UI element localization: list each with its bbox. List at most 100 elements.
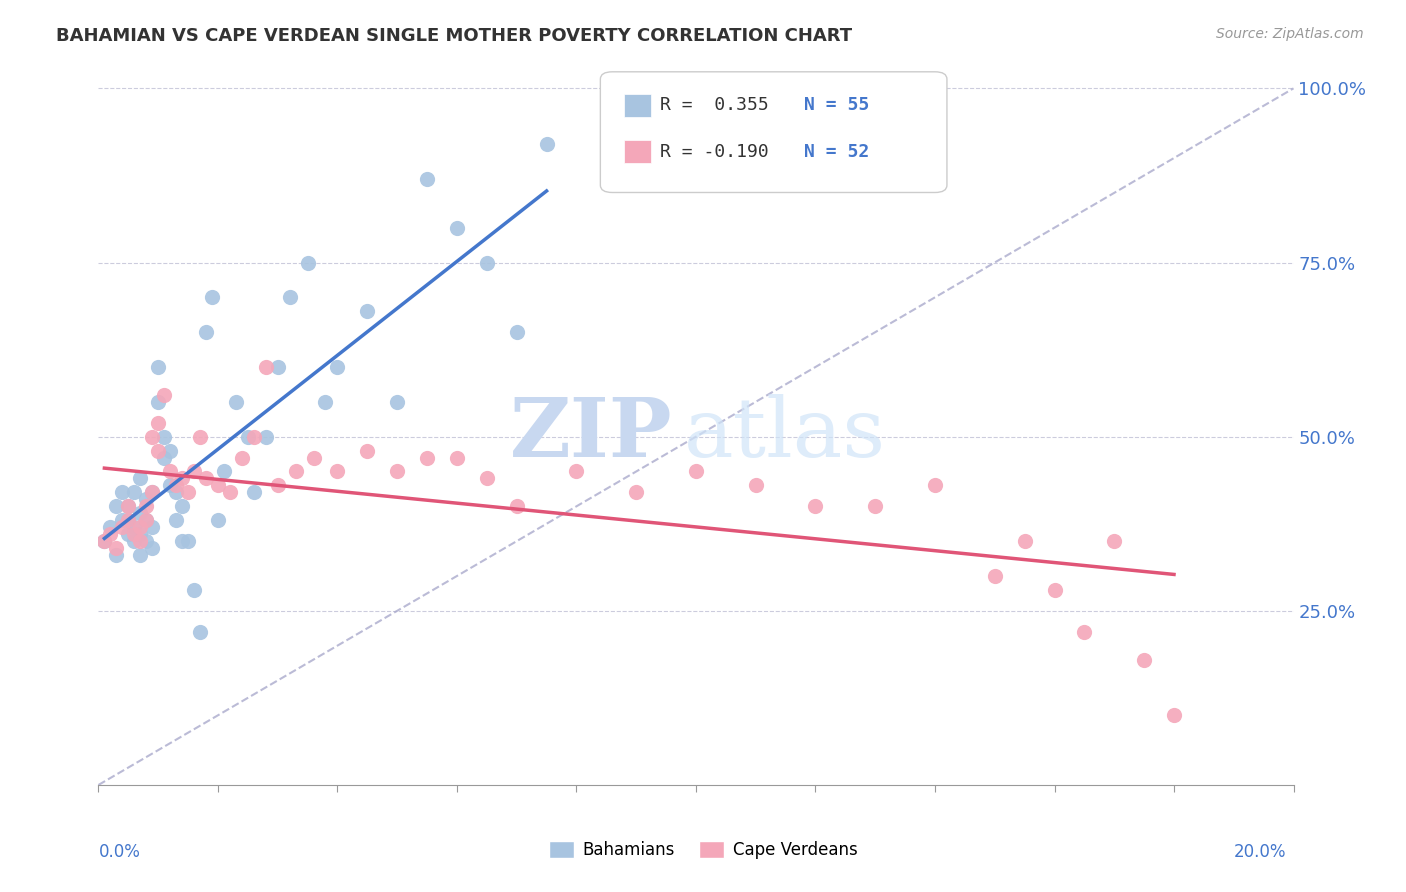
Point	[1163, 708, 1185, 723]
Point	[236, 430, 259, 444]
Point	[865, 500, 887, 514]
Point	[117, 500, 139, 514]
Point	[141, 541, 163, 555]
Point	[1073, 624, 1095, 639]
Point	[212, 465, 235, 479]
Point	[177, 485, 200, 500]
Text: BAHAMIAN VS CAPE VERDEAN SINGLE MOTHER POVERTY CORRELATION CHART: BAHAMIAN VS CAPE VERDEAN SINGLE MOTHER P…	[56, 27, 852, 45]
Point	[195, 471, 218, 485]
Point	[129, 506, 152, 520]
FancyBboxPatch shape	[624, 140, 651, 163]
Point	[124, 520, 146, 534]
Point	[153, 388, 176, 402]
Point	[129, 548, 152, 562]
Text: N = 52: N = 52	[804, 143, 869, 161]
Point	[195, 325, 218, 339]
Point	[141, 520, 163, 534]
Point	[315, 394, 337, 409]
Point	[117, 513, 139, 527]
Point	[745, 478, 768, 492]
Point	[326, 465, 349, 479]
Legend: Bahamians, Cape Verdeans: Bahamians, Cape Verdeans	[541, 834, 865, 866]
Point	[159, 465, 181, 479]
Point	[105, 500, 128, 514]
Point	[297, 255, 319, 269]
Text: N = 55: N = 55	[804, 96, 869, 114]
Point	[446, 220, 468, 235]
Point	[219, 485, 242, 500]
Point	[148, 359, 170, 374]
Point	[267, 359, 290, 374]
Text: Source: ZipAtlas.com: Source: ZipAtlas.com	[1216, 27, 1364, 41]
Point	[356, 443, 378, 458]
Point	[183, 582, 205, 597]
Point	[207, 478, 229, 492]
Point	[506, 500, 529, 514]
Point	[243, 430, 266, 444]
Point	[385, 394, 409, 409]
Point	[105, 548, 128, 562]
Point	[984, 569, 1007, 583]
Point	[385, 465, 409, 479]
Point	[111, 485, 134, 500]
FancyBboxPatch shape	[624, 94, 651, 117]
Point	[536, 137, 558, 152]
Point	[416, 172, 439, 186]
Point	[129, 471, 152, 485]
Text: atlas: atlas	[685, 394, 886, 474]
Point	[188, 624, 211, 639]
Point	[201, 290, 224, 304]
Point	[284, 465, 307, 479]
Point	[129, 527, 152, 541]
Point	[356, 304, 378, 318]
Point	[302, 450, 325, 465]
Point	[278, 290, 301, 304]
Point	[105, 541, 128, 555]
Point	[159, 443, 181, 458]
Point	[804, 500, 827, 514]
Point	[177, 534, 200, 549]
Point	[165, 485, 187, 500]
Point	[117, 527, 139, 541]
Point	[1043, 582, 1066, 597]
Point	[129, 534, 152, 549]
Point	[685, 465, 707, 479]
Point	[124, 527, 146, 541]
Point	[231, 450, 253, 465]
Point	[626, 485, 648, 500]
Point	[117, 500, 139, 514]
Point	[188, 430, 211, 444]
Point	[100, 520, 122, 534]
Point	[254, 430, 277, 444]
Point	[172, 500, 194, 514]
Point	[117, 513, 139, 527]
Point	[159, 478, 181, 492]
Point	[124, 485, 146, 500]
Point	[446, 450, 468, 465]
Text: 20.0%: 20.0%	[1234, 843, 1286, 861]
Text: ZIP: ZIP	[509, 394, 672, 474]
Point	[172, 471, 194, 485]
Point	[148, 443, 170, 458]
Point	[183, 465, 205, 479]
Point	[243, 485, 266, 500]
Point	[172, 534, 194, 549]
Point	[111, 520, 134, 534]
Text: R =  0.355: R = 0.355	[661, 96, 769, 114]
Point	[207, 513, 229, 527]
Point	[165, 513, 187, 527]
FancyBboxPatch shape	[600, 72, 948, 193]
Point	[135, 513, 157, 527]
Point	[1104, 534, 1126, 549]
Point	[1133, 652, 1156, 666]
Point	[506, 325, 529, 339]
Point	[565, 465, 588, 479]
Point	[165, 478, 187, 492]
Point	[100, 527, 122, 541]
Point	[141, 430, 163, 444]
Point	[225, 394, 247, 409]
Point	[924, 478, 946, 492]
Point	[148, 416, 170, 430]
Point	[148, 394, 170, 409]
Point	[135, 500, 157, 514]
